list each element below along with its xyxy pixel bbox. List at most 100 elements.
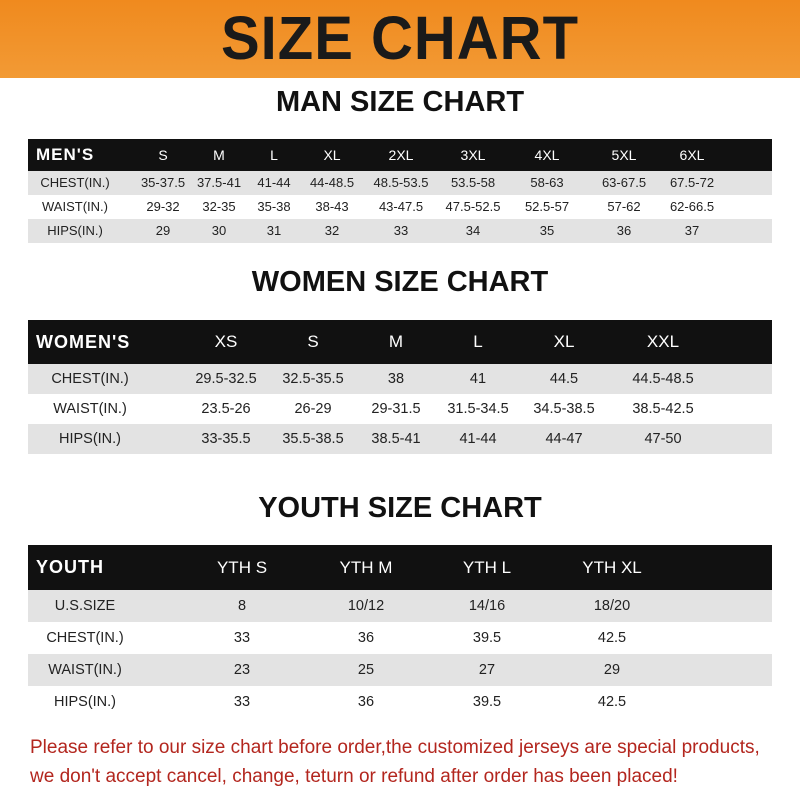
- men-section-title: MAN SIZE CHART: [275, 86, 525, 118]
- size-header-cell: XL: [323, 147, 341, 163]
- table-header-row: WOMEN'S XS S M L XL XXL: [28, 320, 772, 364]
- table-cell: 29: [155, 223, 171, 238]
- size-header-cell: 5XL: [611, 147, 637, 163]
- table-cell: 32-35: [202, 199, 236, 214]
- table-cell: 35.5-38.5: [282, 431, 344, 447]
- table-cell: 33: [233, 694, 251, 710]
- row-label: HIPS(IN.): [58, 431, 122, 447]
- table-cell: 39.5: [472, 694, 502, 710]
- size-header-cell: M: [213, 147, 225, 163]
- table-cell: 35-37.5: [140, 175, 186, 190]
- table-cell: 36: [357, 630, 375, 646]
- table-cell: 39.5: [472, 630, 502, 646]
- row-label: CHEST(IN.): [40, 175, 110, 190]
- table-cell: 18/20: [593, 598, 631, 614]
- table-row: HIPS(IN.) 33 36 39.5 42.5: [28, 686, 772, 718]
- table-title-cell: WOMEN'S: [36, 332, 131, 352]
- order-notice-line-2: we don't accept cancel, change, teturn o…: [30, 766, 678, 787]
- table-cell: 33: [233, 630, 251, 646]
- table-cell: 42.5: [597, 630, 627, 646]
- table-cell: 38-43: [315, 199, 349, 214]
- size-header-cell: L: [473, 332, 483, 351]
- table-cell: 33-35.5: [201, 431, 251, 447]
- table-cell: 32: [324, 223, 340, 238]
- table-cell: 36: [357, 694, 375, 710]
- table-cell: 38: [387, 371, 405, 387]
- table-row: U.S.SIZE 8 10/12 14/16 18/20: [28, 590, 772, 622]
- table-cell: 33: [393, 223, 409, 238]
- women-section-title: WOMEN SIZE CHART: [251, 266, 549, 298]
- size-header-cell: S: [307, 332, 319, 351]
- table-cell: 41: [469, 371, 487, 387]
- size-header-cell: 4XL: [534, 147, 560, 163]
- table-cell: 47-50: [644, 431, 682, 447]
- table-cell: 44.5: [549, 371, 579, 387]
- table-cell: 35-38: [257, 199, 291, 214]
- table-cell: 47.5-52.5: [445, 199, 501, 214]
- table-cell: 58-63: [530, 175, 564, 190]
- row-label: CHEST(IN.): [51, 371, 129, 387]
- table-cell: 26-29: [294, 401, 332, 417]
- size-header-cell: YTH S: [216, 558, 268, 577]
- table-cell: 41-44: [459, 431, 497, 447]
- page-title: SIZE CHART: [221, 4, 579, 73]
- table-cell: 63-67.5: [601, 175, 647, 190]
- table-row: HIPS(IN.) 33-35.5 35.5-38.5 38.5-41 41-44 44-…: [28, 424, 772, 454]
- table-cell: 29: [603, 662, 621, 678]
- order-notice-line-1: Please refer to our size chart before or…: [30, 737, 760, 758]
- table-cell: 31: [266, 223, 282, 238]
- order-notice: Please refer to our size chart before or…: [30, 733, 780, 791]
- table-cell: 29-31.5: [371, 401, 421, 417]
- table-cell: 23: [233, 662, 251, 678]
- table-cell: 8: [237, 598, 247, 614]
- row-label: WAIST(IN.): [53, 401, 127, 417]
- size-header-cell: YTH L: [462, 558, 512, 577]
- table-row: WAIST(IN.) 29-32 32-35 35-38 38-43 43-47.5 47.…: [28, 195, 772, 219]
- table-cell: 27: [478, 662, 496, 678]
- women-size-table: WOMEN'S XS S M L XL XXL CHEST(IN.) 29.5-32.5 32.5…: [28, 320, 772, 454]
- table-cell: 67.5-72: [669, 175, 715, 190]
- row-label: WAIST(IN.): [48, 662, 122, 678]
- table-row: HIPS(IN.) 29 30 31 32 33 34 35 36 37: [28, 219, 772, 243]
- row-label: HIPS(IN.): [47, 223, 103, 238]
- table-cell: 43-47.5: [378, 199, 424, 214]
- table-cell: 36: [616, 223, 632, 238]
- table-header-row: MEN'S S M L XL 2XL 3XL 4XL 5XL 6XL: [28, 139, 772, 171]
- size-header-cell: YTH M: [339, 558, 393, 577]
- table-cell: 38.5-42.5: [632, 401, 694, 417]
- table-title-cell: MEN'S: [36, 145, 95, 164]
- size-header-cell: L: [270, 147, 278, 163]
- table-cell: 34: [465, 223, 481, 238]
- table-row: WAIST(IN.) 23 25 27 29: [28, 654, 772, 686]
- size-header-cell: YTH XL: [582, 558, 642, 577]
- table-cell: 29-32: [146, 199, 180, 214]
- table-cell: 53.5-58: [450, 175, 496, 190]
- table-cell: 25: [357, 662, 375, 678]
- table-cell: 14/16: [468, 598, 506, 614]
- table-cell: 23.5-26: [201, 401, 251, 417]
- table-title-cell: YOUTH: [36, 557, 104, 577]
- table-cell: 34.5-38.5: [533, 401, 595, 417]
- table-row: CHEST(IN.) 35-37.5 37.5-41 41-44 44-48.5 48.5…: [28, 171, 772, 195]
- size-header-cell: XS: [214, 332, 238, 351]
- size-header-cell: XXL: [646, 332, 680, 351]
- table-cell: 52.5-57: [524, 199, 570, 214]
- table-cell: 42.5: [597, 694, 627, 710]
- table-cell: 30: [211, 223, 227, 238]
- youth-section-title: YOUTH SIZE CHART: [258, 492, 542, 524]
- table-row: WAIST(IN.) 23.5-26 26-29 29-31.5 31.5-34.5 34…: [28, 394, 772, 424]
- table-cell: 48.5-53.5: [373, 175, 429, 190]
- size-header-cell: XL: [553, 332, 575, 351]
- table-row: CHEST(IN.) 29.5-32.5 32.5-35.5 38 41 44.5 44.5…: [28, 364, 772, 394]
- table-cell: 38.5-41: [371, 431, 421, 447]
- size-header-cell: 3XL: [460, 147, 486, 163]
- table-header-row: YOUTH YTH S YTH M YTH L YTH XL: [28, 545, 772, 590]
- table-cell: 29.5-32.5: [195, 371, 257, 387]
- men-size-table: MEN'S S M L XL 2XL 3XL 4XL 5XL 6XL CHEST(IN.) 35-37…: [28, 139, 772, 243]
- table-cell: 32.5-35.5: [282, 371, 344, 387]
- table-cell: 37.5-41: [196, 175, 242, 190]
- row-label: U.S.SIZE: [54, 598, 116, 614]
- youth-size-table: YOUTH YTH S YTH M YTH L YTH XL U.S.SIZE 8 10/12…: [28, 545, 772, 718]
- row-label: WAIST(IN.): [42, 199, 108, 214]
- row-label: CHEST(IN.): [46, 630, 124, 646]
